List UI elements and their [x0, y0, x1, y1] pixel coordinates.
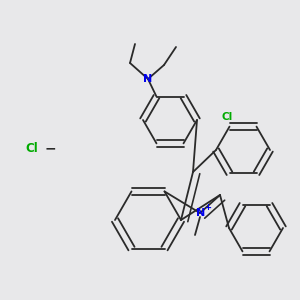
Text: Cl: Cl — [222, 112, 233, 122]
Text: +: + — [205, 203, 212, 212]
Text: N: N — [196, 208, 206, 218]
Text: −: − — [44, 141, 56, 155]
Text: Cl: Cl — [26, 142, 38, 154]
Text: N: N — [143, 74, 153, 84]
